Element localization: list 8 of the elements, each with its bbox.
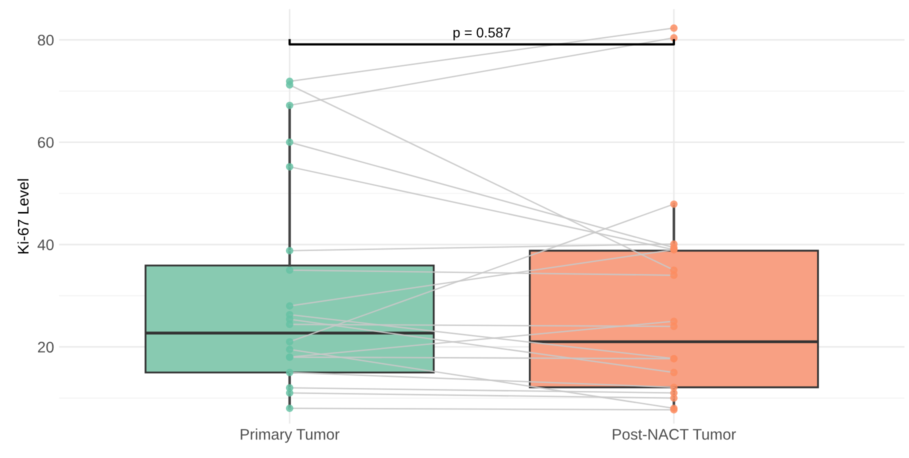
y-tick-label: 60: [38, 137, 54, 148]
y-tick-label: 40: [38, 239, 54, 250]
y-axis-title: Ki-67 Level: [17, 179, 29, 254]
annotation: p = 0.587: [454, 28, 510, 40]
x-tick-label: Primary Tumor: [240, 428, 340, 443]
x-tick-label: Post-NACT Tumor: [612, 428, 736, 440]
y-tick-label: 80: [38, 34, 54, 46]
y-tick-label: 20: [38, 342, 54, 353]
